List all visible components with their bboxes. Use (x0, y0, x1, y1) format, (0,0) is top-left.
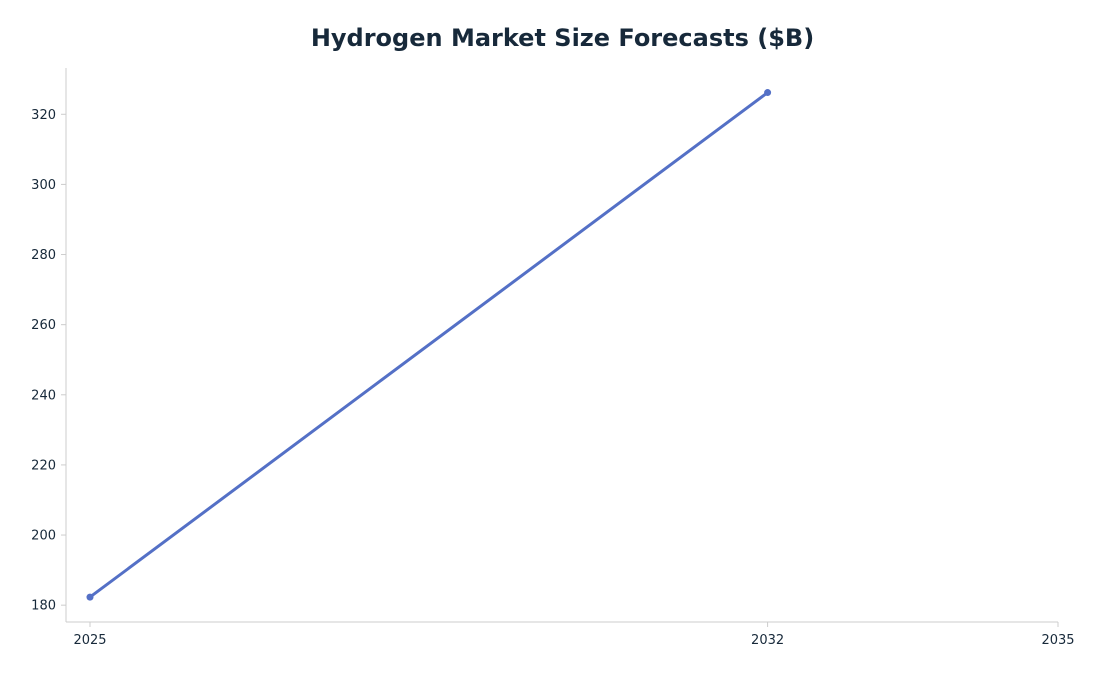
x-tick-label: 2035 (1041, 633, 1074, 648)
data-point (764, 89, 772, 97)
chart-title: Hydrogen Market Size Forecasts ($B) (310, 24, 815, 52)
y-tick-label: 240 (31, 388, 56, 403)
series-layer (86, 89, 772, 601)
x-tick-label: 2032 (751, 633, 784, 648)
y-tick-label: 200 (31, 529, 56, 544)
x-axis-ticks: 2025 2032 2035 (73, 622, 1075, 648)
y-tick-label: 260 (31, 318, 56, 333)
series-line (88, 91, 770, 599)
y-tick-label: 280 (31, 248, 56, 263)
x-tick-label: 2025 (73, 633, 106, 648)
y-tick-label: 300 (31, 178, 56, 193)
y-axis-ticks: 180 200 220 240 260 280 300 320 (31, 108, 66, 614)
y-tick-label: 320 (31, 108, 56, 123)
y-tick-label: 220 (31, 458, 56, 473)
data-point (86, 593, 94, 601)
y-tick-label: 180 (31, 599, 56, 614)
